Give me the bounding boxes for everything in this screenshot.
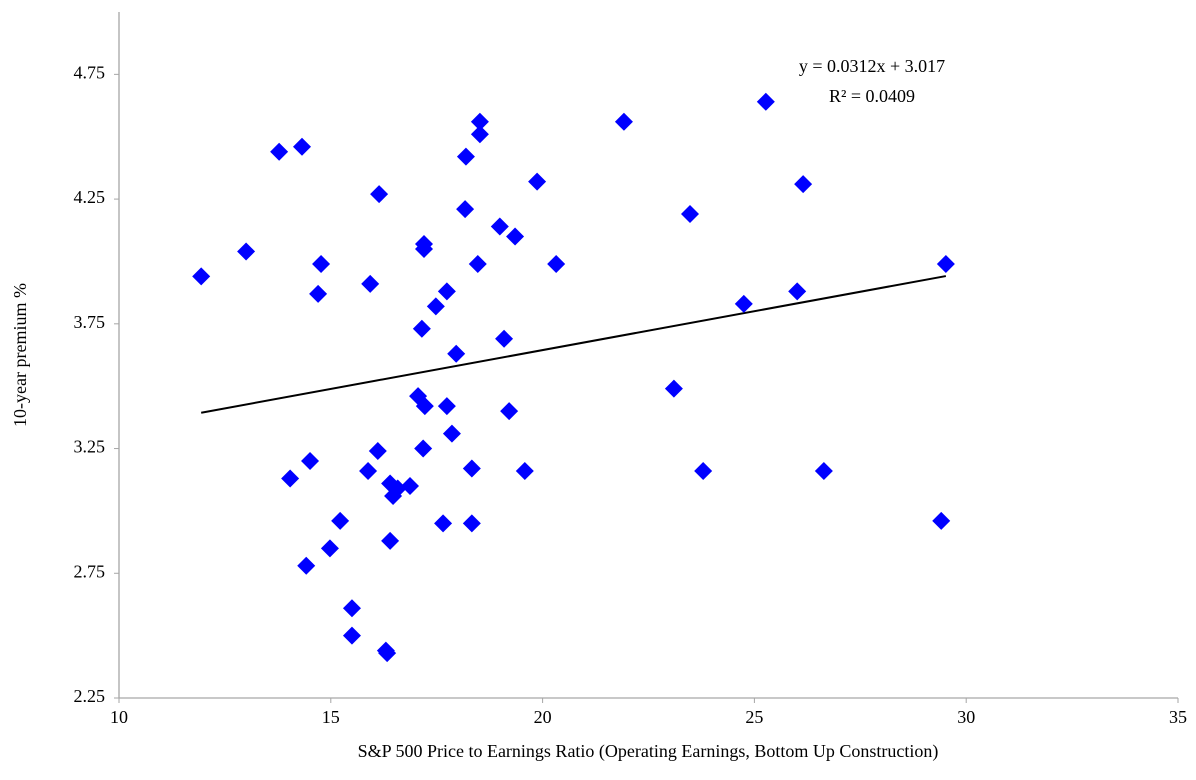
point [401,476,420,495]
point [434,514,453,533]
y-tick-label: 3.75 [74,312,106,332]
x-tick-label: 20 [534,707,552,727]
x-axis-title: S&P 500 Price to Earnings Ratio (Operati… [358,741,939,762]
point [381,531,400,550]
point [415,397,434,416]
point [414,239,433,258]
point [237,242,256,261]
point [342,599,361,618]
point [320,539,339,558]
point [788,282,807,301]
y-tick-label: 3.25 [74,437,106,457]
point [342,626,361,645]
point [309,284,328,303]
trendline [200,275,947,414]
point [312,254,331,273]
point [361,274,380,293]
y-tick-label: 2.25 [74,686,106,706]
point [756,92,775,111]
point [301,452,320,471]
x-tick-label: 25 [745,707,763,727]
y-tick-label: 2.75 [74,561,106,581]
point [456,200,475,219]
point [694,461,713,480]
y-axis-title: 10-year premium % [10,283,30,427]
point [359,461,378,480]
trendline-r-squared: R² = 0.0409 [829,86,915,106]
point [470,112,489,131]
x-tick-label: 35 [1169,707,1187,727]
point [681,205,700,224]
point [456,147,475,166]
point [331,511,350,530]
point [528,172,547,191]
point [426,297,445,316]
point [437,282,456,301]
point [437,397,456,416]
point [500,402,519,421]
point [192,267,211,286]
trendline-equation: y = 0.0312x + 3.017 [799,56,945,76]
point [936,254,955,273]
point [281,469,300,488]
point [388,479,407,498]
x-tick-label: 30 [957,707,975,727]
point [814,461,833,480]
point [664,379,683,398]
point [270,142,289,161]
point [495,329,514,348]
point [412,319,431,338]
point [506,227,525,246]
point [515,461,534,480]
point [547,254,566,273]
point [378,644,397,663]
point [442,424,461,443]
point [932,511,951,530]
x-tick-label: 15 [322,707,340,727]
point [468,254,487,273]
y-tick-label: 4.75 [74,62,106,82]
point [614,112,633,131]
point [292,137,311,156]
x-tick-label: 10 [110,707,128,727]
point [368,442,387,461]
point [447,344,466,363]
point [414,439,433,458]
point [470,125,489,144]
y-tick-label: 4.25 [74,187,106,207]
point [734,294,753,313]
point [490,217,509,236]
point [370,185,389,204]
point [297,556,316,575]
point [794,175,813,194]
point [462,459,481,478]
point [462,514,481,533]
